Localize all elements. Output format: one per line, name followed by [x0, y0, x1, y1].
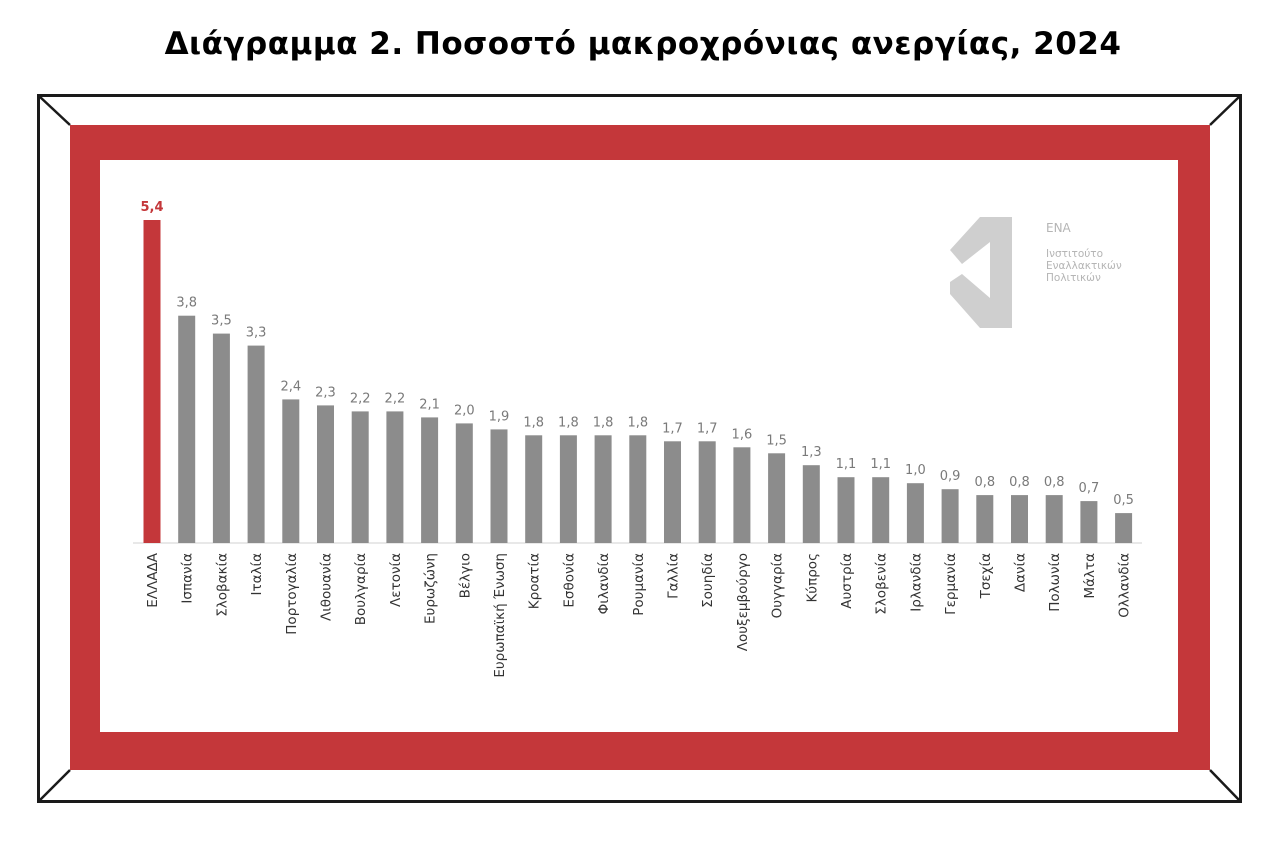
- category-label-9: Βέλγιο: [457, 553, 473, 598]
- bar-19: [802, 465, 820, 543]
- bar-16: [698, 441, 716, 543]
- data-label-6: 2,2: [350, 391, 371, 406]
- category-label-4: Πορτογαλία: [284, 553, 300, 635]
- data-label-18: 1,5: [766, 433, 787, 448]
- category-label-12: Εσθονία: [561, 553, 577, 608]
- bar-14: [629, 435, 647, 543]
- bar-24: [976, 495, 994, 543]
- data-label-1: 3,8: [176, 296, 197, 311]
- bar-15: [664, 441, 681, 543]
- category-label-10: Ευρωπαϊκή Ένωση: [492, 553, 508, 678]
- data-label-15: 1,7: [662, 421, 683, 436]
- chart-title: Διάγραμμα 2. Ποσοστό μακροχρόνιας ανεργί…: [164, 26, 1122, 62]
- category-label-14: Ρουμανία: [631, 553, 647, 616]
- ena-logo-icon: [950, 217, 1012, 328]
- category-label-11: Κροατία: [527, 553, 543, 609]
- category-label-6: Βουλγαρία: [353, 553, 369, 625]
- bar-12: [559, 435, 577, 543]
- bar-17: [733, 447, 751, 543]
- category-label-17: Λουξεμβούργο: [735, 553, 751, 651]
- data-label-9: 2,0: [454, 403, 475, 418]
- bar-20: [837, 477, 855, 543]
- category-label-27: Μάλτα: [1082, 553, 1098, 599]
- bar-5: [317, 405, 334, 543]
- data-label-5: 2,3: [315, 385, 336, 400]
- bar-4: [282, 399, 300, 543]
- category-label-8: Ευρωζώνη: [423, 553, 439, 624]
- bar-13: [594, 435, 612, 543]
- bar-7: [386, 411, 404, 543]
- data-label-25: 0,8: [1009, 475, 1030, 490]
- data-label-26: 0,8: [1044, 475, 1065, 490]
- logo-line-3: Πολιτικών: [1046, 272, 1101, 284]
- logo-name: ΕΝΑ: [1046, 221, 1071, 235]
- data-label-4: 2,4: [280, 379, 301, 394]
- category-label-25: Δανία: [1013, 553, 1029, 592]
- bar-22: [906, 483, 924, 543]
- category-label-26: Πολωνία: [1047, 553, 1063, 612]
- category-label-0: ΕΛΛΑΔΑ: [145, 552, 161, 607]
- bar-18: [768, 453, 786, 543]
- data-label-2: 3,5: [211, 314, 232, 329]
- bar-6: [351, 411, 369, 543]
- logo-line-1: Ινστιτούτο: [1046, 248, 1104, 260]
- bar-21: [872, 477, 890, 543]
- data-label-19: 1,3: [801, 445, 822, 460]
- bar-28: [1115, 513, 1133, 543]
- data-label-20: 1,1: [836, 457, 857, 472]
- data-label-14: 1,8: [627, 415, 648, 430]
- bar-0: [143, 220, 161, 543]
- bar-8: [421, 417, 439, 543]
- bar-27: [1080, 501, 1098, 543]
- data-label-22: 1,0: [905, 463, 926, 478]
- bar-23: [941, 489, 959, 543]
- category-label-18: Ουγγαρία: [770, 553, 786, 618]
- bar-9: [455, 423, 473, 543]
- data-label-0: 5,4: [140, 200, 163, 215]
- bar-26: [1045, 495, 1063, 543]
- category-label-16: Σουηδία: [700, 553, 716, 608]
- category-label-20: Αυστρία: [839, 553, 855, 609]
- data-label-23: 0,9: [940, 469, 961, 484]
- bar-3: [247, 345, 265, 543]
- data-label-10: 1,9: [489, 409, 510, 424]
- category-label-21: Σλοβενία: [874, 553, 890, 615]
- logo-text: ΕΝΑ Ινστιτούτο Εναλλακτικών Πολιτικών: [1046, 222, 1122, 284]
- bar-1: [178, 315, 196, 543]
- category-label-28: Ολλανδία: [1117, 553, 1133, 618]
- data-label-28: 0,5: [1113, 493, 1134, 508]
- data-label-17: 1,6: [732, 427, 753, 442]
- data-label-21: 1,1: [870, 457, 891, 472]
- data-label-7: 2,2: [385, 391, 406, 406]
- data-label-24: 0,8: [974, 475, 995, 490]
- category-label-23: Γερμανία: [943, 553, 959, 615]
- bar-10: [490, 429, 508, 543]
- bar-25: [1011, 495, 1028, 543]
- data-label-27: 0,7: [1079, 481, 1100, 496]
- category-label-2: Σλοβακία: [214, 553, 230, 617]
- data-label-12: 1,8: [558, 415, 579, 430]
- category-label-19: Κύπρος: [804, 553, 820, 603]
- logo-line-2: Εναλλακτικών: [1046, 260, 1122, 272]
- category-label-15: Γαλλία: [666, 553, 682, 599]
- category-label-22: Ιρλανδία: [908, 553, 924, 612]
- category-label-3: Ιταλία: [249, 553, 265, 596]
- bar-11: [525, 435, 543, 543]
- data-label-8: 2,1: [419, 397, 440, 412]
- data-label-3: 3,3: [246, 326, 267, 341]
- category-label-7: Λετονία: [388, 553, 404, 607]
- category-label-24: Τσεχία: [978, 553, 994, 599]
- category-label-1: Ισπανία: [180, 553, 196, 604]
- data-label-16: 1,7: [697, 421, 718, 436]
- data-label-11: 1,8: [523, 415, 544, 430]
- data-label-13: 1,8: [593, 415, 614, 430]
- bar-2: [212, 333, 230, 543]
- category-label-5: Λιθουανία: [319, 553, 335, 621]
- category-label-13: Φιλανδία: [596, 553, 612, 614]
